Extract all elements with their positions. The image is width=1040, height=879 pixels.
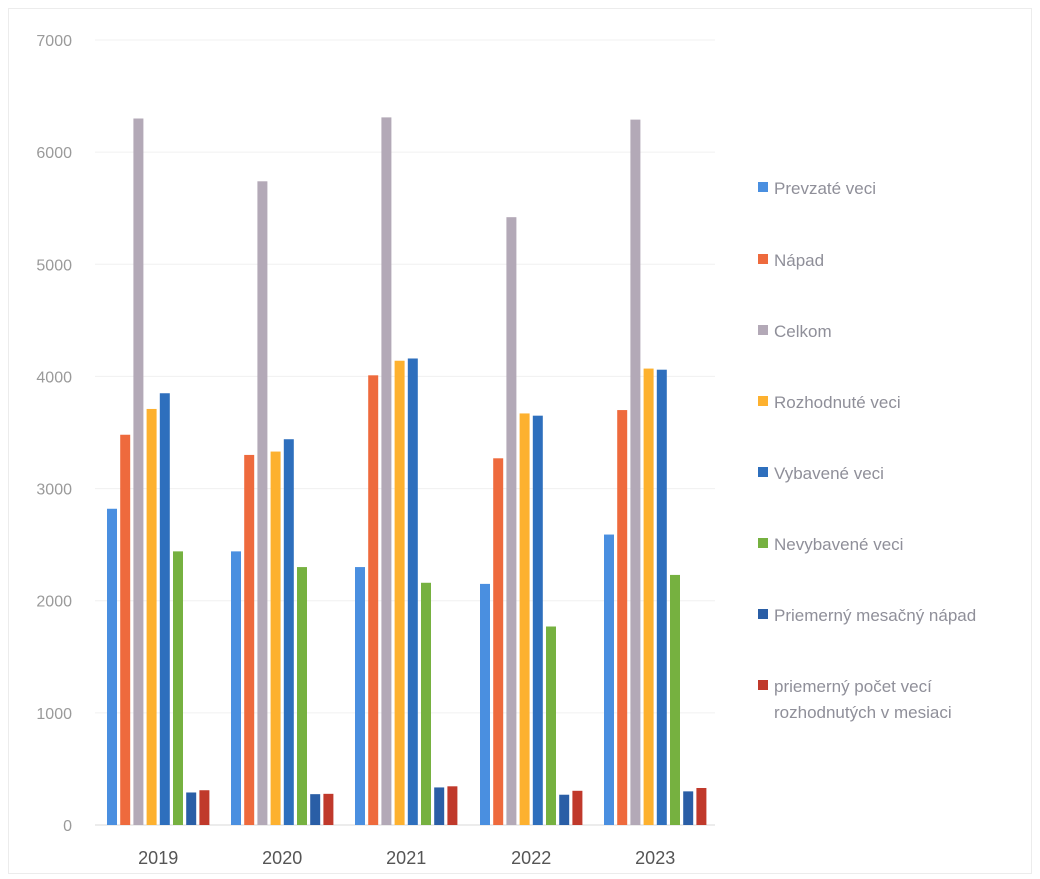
legend-swatch: [758, 325, 768, 335]
x-category-label: 2020: [262, 848, 302, 868]
legend-label: Vybavené veci: [774, 464, 884, 483]
bar: [519, 413, 530, 825]
y-tick-label: 3000: [36, 482, 72, 499]
y-tick-label: 6000: [36, 145, 72, 162]
y-axis-tick-labels: 0 1000 2000 3000 4000 5000 6000 7000: [36, 33, 72, 835]
y-tick-label: 5000: [36, 257, 72, 274]
legend-item: priemerný počet vecí rozhodnutých v mesi…: [758, 674, 1024, 726]
legend-item: Rozhodnuté veci: [758, 390, 1024, 416]
bar: [696, 787, 707, 825]
bar: [493, 458, 504, 825]
bar: [617, 410, 628, 825]
legend: Prevzaté veci Nápad Celkom Rozhodnuté veci V…: [758, 0, 1038, 879]
bar: [683, 791, 694, 825]
legend-item: Vybavené veci: [758, 461, 1024, 487]
bar: [447, 786, 458, 825]
bar: [394, 360, 405, 825]
legend-swatch: [758, 396, 768, 406]
bar: [283, 439, 294, 825]
bar: [546, 626, 556, 825]
bar: [355, 567, 365, 825]
y-tick-label: 0: [63, 818, 72, 835]
y-tick-label: 7000: [36, 33, 72, 50]
legend-label: Nevybavené veci: [774, 535, 904, 554]
bar: [297, 567, 307, 825]
bar: [186, 792, 197, 825]
legend-item: Celkom: [758, 319, 1024, 345]
bar: [199, 790, 210, 825]
legend-item: Nápad: [758, 248, 1024, 274]
bar: [310, 794, 321, 825]
legend-swatch: [758, 538, 768, 548]
bar: [146, 408, 157, 825]
bar: [656, 369, 667, 825]
legend-swatch: [758, 609, 768, 619]
bar: [257, 181, 268, 826]
bar: [630, 119, 641, 825]
x-category-label: 2019: [138, 848, 178, 868]
legend-label: priemerný počet vecí rozhodnutých v mesi…: [774, 677, 952, 722]
legend-label: Celkom: [774, 322, 832, 341]
bar: [604, 534, 614, 825]
legend-swatch: [758, 680, 768, 690]
legend-label: Priemerný mesačný nápad: [774, 606, 977, 625]
legend-label: Prevzaté veci: [774, 179, 877, 198]
bar: [244, 454, 255, 825]
bar: [231, 551, 241, 825]
bar: [559, 794, 570, 825]
bar: [159, 393, 170, 825]
bar: [368, 375, 379, 825]
bar: [434, 787, 445, 825]
legend-item: Prevzaté veci: [758, 176, 1024, 202]
bar: [532, 415, 543, 825]
bar: [407, 358, 418, 825]
bar: [670, 574, 680, 825]
legend-swatch: [758, 254, 768, 264]
bar: [107, 508, 117, 825]
bar: [421, 582, 431, 825]
legend-item: Nevybavené veci: [758, 532, 1024, 558]
chart-frame: [8, 8, 1032, 874]
y-tick-label: 1000: [36, 706, 72, 723]
bars: [107, 117, 707, 826]
y-tick-label: 4000: [36, 369, 72, 386]
bar: [323, 793, 334, 825]
legend-label: Nápad: [774, 251, 825, 270]
legend-label: Rozhodnuté veci: [774, 393, 901, 412]
legend-item: Priemerný mesačný nápad: [758, 603, 1024, 629]
bar: [173, 551, 183, 825]
x-category-label: 2023: [635, 848, 675, 868]
bar: [270, 451, 281, 825]
x-category-label: 2021: [386, 848, 426, 868]
legend-swatch: [758, 182, 768, 192]
x-category-label: 2022: [511, 848, 551, 868]
bar: [133, 118, 144, 825]
bar: [506, 217, 517, 825]
bar: [480, 583, 490, 825]
y-tick-label: 2000: [36, 594, 72, 611]
bar: [381, 117, 392, 826]
bar: [120, 434, 131, 825]
x-axis-category-labels: 2019 2020 2021 2022 2023: [138, 848, 675, 868]
legend-swatch: [758, 467, 768, 477]
bar: [643, 368, 654, 825]
bar: [572, 790, 583, 825]
